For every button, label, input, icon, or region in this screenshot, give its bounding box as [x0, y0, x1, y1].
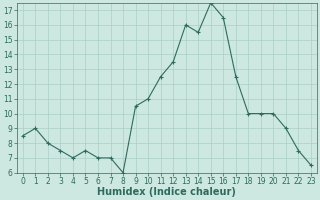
- X-axis label: Humidex (Indice chaleur): Humidex (Indice chaleur): [98, 187, 236, 197]
